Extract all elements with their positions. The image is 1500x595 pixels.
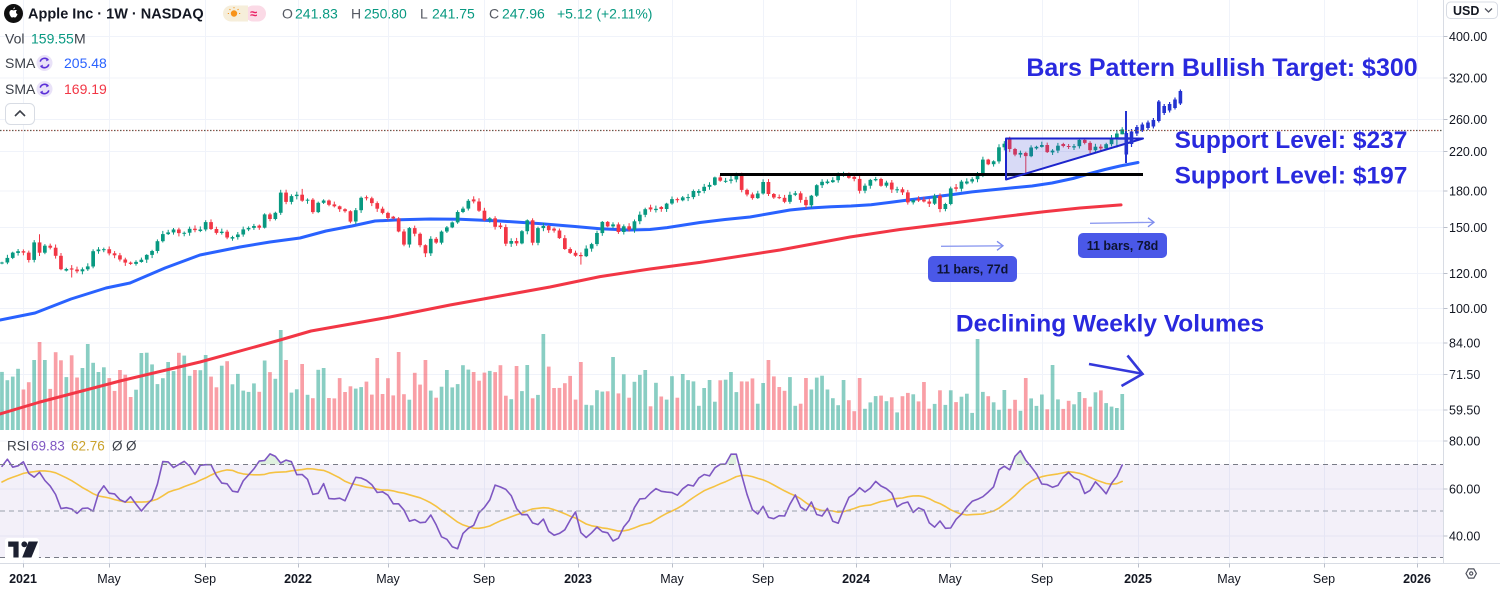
svg-text:59.50: 59.50 bbox=[1449, 403, 1480, 417]
svg-text:Ø: Ø bbox=[112, 439, 123, 454]
svg-text:May: May bbox=[376, 572, 400, 586]
svg-text:Sep: Sep bbox=[194, 572, 216, 586]
svg-text:159.55: 159.55 bbox=[31, 31, 74, 47]
svg-text:Sep: Sep bbox=[473, 572, 495, 586]
svg-text:Sep: Sep bbox=[1031, 572, 1053, 586]
svg-text:84.00: 84.00 bbox=[1449, 336, 1480, 350]
svg-text:≈: ≈ bbox=[250, 6, 257, 21]
svg-text:L: L bbox=[420, 6, 428, 22]
svg-text:320.00: 320.00 bbox=[1449, 71, 1487, 85]
svg-text:C: C bbox=[489, 6, 499, 22]
svg-text:SMA: SMA bbox=[5, 55, 36, 71]
svg-text:H: H bbox=[351, 6, 361, 22]
svg-text:USD: USD bbox=[1453, 4, 1479, 18]
svg-text:62.76: 62.76 bbox=[71, 439, 105, 454]
svg-text:M: M bbox=[74, 31, 86, 47]
svg-text:220.00: 220.00 bbox=[1449, 145, 1487, 159]
svg-text:260.00: 260.00 bbox=[1449, 113, 1487, 127]
svg-text:241.75: 241.75 bbox=[432, 6, 475, 22]
svg-text:May: May bbox=[1217, 572, 1241, 586]
svg-text:2022: 2022 bbox=[284, 572, 312, 586]
svg-text:150.00: 150.00 bbox=[1449, 221, 1487, 235]
svg-text:241.83: 241.83 bbox=[295, 6, 338, 22]
svg-text:11 bars, 78d: 11 bars, 78d bbox=[1087, 239, 1159, 253]
svg-text:RSI: RSI bbox=[7, 439, 30, 454]
svg-text:May: May bbox=[938, 572, 962, 586]
svg-text:+5.12 (+2.11%): +5.12 (+2.11%) bbox=[557, 6, 652, 22]
svg-text:Bars Pattern Bullish Target: $: Bars Pattern Bullish Target: $300 bbox=[1026, 54, 1417, 82]
svg-text:250.80: 250.80 bbox=[364, 6, 407, 22]
svg-text:205.48: 205.48 bbox=[64, 55, 107, 71]
svg-text:80.00: 80.00 bbox=[1449, 434, 1480, 448]
svg-text:2025: 2025 bbox=[1124, 572, 1152, 586]
svg-text:Ø: Ø bbox=[126, 439, 137, 454]
svg-text:O: O bbox=[282, 6, 293, 22]
svg-text:180.00: 180.00 bbox=[1449, 184, 1487, 198]
svg-text:71.50: 71.50 bbox=[1449, 368, 1480, 382]
svg-text:Sep: Sep bbox=[752, 572, 774, 586]
svg-text:247.96: 247.96 bbox=[502, 6, 545, 22]
svg-text:Apple Inc · 1W · NASDAQ: Apple Inc · 1W · NASDAQ bbox=[28, 7, 204, 23]
svg-text:60.00: 60.00 bbox=[1449, 482, 1480, 496]
svg-text:169.19: 169.19 bbox=[64, 81, 107, 97]
svg-text:Support Level: $197: Support Level: $197 bbox=[1175, 163, 1408, 190]
svg-text:Support Level: $237: Support Level: $237 bbox=[1175, 127, 1408, 154]
svg-text:May: May bbox=[97, 572, 121, 586]
svg-text:69.83: 69.83 bbox=[31, 439, 65, 454]
svg-text:Vol: Vol bbox=[5, 31, 24, 47]
svg-text:100.00: 100.00 bbox=[1449, 302, 1487, 316]
svg-text:11 bars, 77d: 11 bars, 77d bbox=[937, 263, 1009, 277]
svg-text:2024: 2024 bbox=[842, 572, 870, 586]
svg-text:2026: 2026 bbox=[1403, 572, 1431, 586]
svg-text:120.00: 120.00 bbox=[1449, 267, 1487, 281]
svg-text:2023: 2023 bbox=[564, 572, 592, 586]
svg-text:Declining Weekly Volumes: Declining Weekly Volumes bbox=[956, 311, 1264, 338]
svg-text:Sep: Sep bbox=[1313, 572, 1335, 586]
svg-text:May: May bbox=[660, 572, 684, 586]
svg-text:2021: 2021 bbox=[9, 572, 37, 586]
svg-text:40.00: 40.00 bbox=[1449, 529, 1480, 543]
svg-text:400.00: 400.00 bbox=[1449, 30, 1487, 44]
svg-text:SMA: SMA bbox=[5, 81, 36, 97]
